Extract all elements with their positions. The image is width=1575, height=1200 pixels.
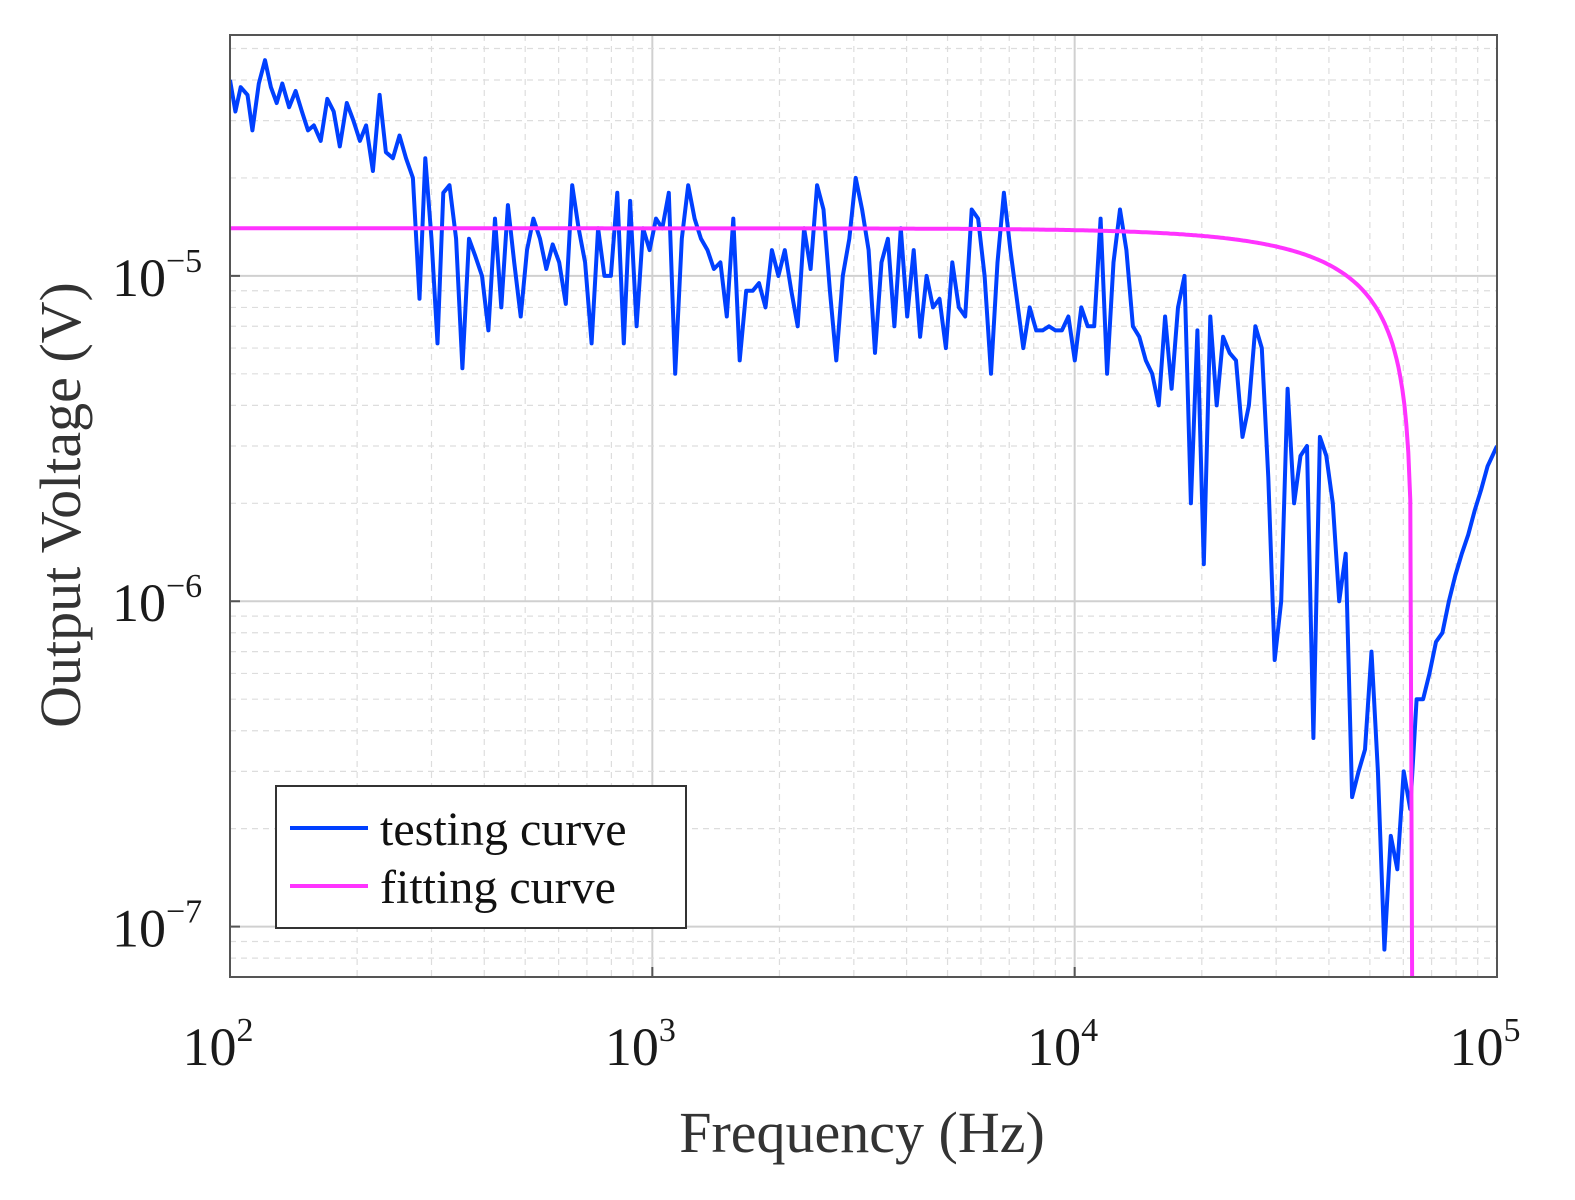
plot-frame xyxy=(229,34,1498,978)
legend: testing curve fitting curve xyxy=(275,785,687,929)
x-tick-label: 102 xyxy=(183,1012,254,1077)
plot-area xyxy=(230,58,1497,977)
legend-label-fitting-curve: fitting curve xyxy=(380,861,616,914)
series-line-testing-curve xyxy=(230,58,1497,952)
y-axis-ticks: 10−7 10−6 10−5 xyxy=(112,243,240,959)
y-tick-label: 10−7 xyxy=(112,894,202,959)
x-tick-label: 104 xyxy=(1027,1012,1098,1077)
legend-label-testing-curve: testing curve xyxy=(380,803,627,856)
y-tick-label: 10−6 xyxy=(112,568,202,633)
series-line-fitting-curve xyxy=(230,226,1415,977)
series-layer xyxy=(230,58,1497,977)
legend-box xyxy=(275,785,687,929)
y-axis-label: Output Voltage (V) xyxy=(28,282,93,728)
x-tick-label: 103 xyxy=(605,1012,676,1077)
y-tick-label: 10−5 xyxy=(112,243,202,308)
x-axis-ticks: 102 103 104 105 xyxy=(183,967,1521,1077)
x-axis-label: Frequency (Hz) xyxy=(679,1100,1045,1165)
x-tick-label: 105 xyxy=(1450,1012,1521,1077)
